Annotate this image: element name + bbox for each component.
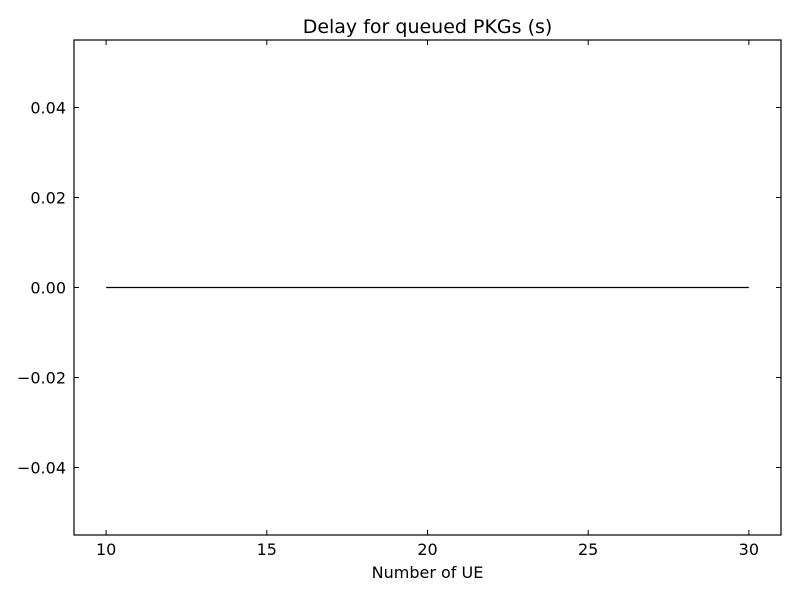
x-tick-label: 20 (417, 540, 437, 559)
x-axis-label: Number of UE (372, 563, 484, 582)
x-tick-label: 25 (578, 540, 598, 559)
y-tick-label: 0.02 (30, 189, 66, 208)
x-tick-label: 30 (739, 540, 759, 559)
y-tick-label: 0.00 (30, 279, 66, 298)
y-tick-label: −0.04 (17, 459, 66, 478)
y-axis: −0.04 −0.02 0.00 0.02 0.04 (17, 99, 781, 478)
chart-title: Delay for queued PKGs (s) (303, 16, 553, 38)
x-axis: 10 15 20 25 30 (96, 40, 759, 559)
x-tick-label: 10 (96, 540, 116, 559)
x-tick-label: 15 (257, 540, 277, 559)
y-tick-label: 0.04 (30, 99, 66, 118)
y-tick-label: −0.02 (17, 369, 66, 388)
